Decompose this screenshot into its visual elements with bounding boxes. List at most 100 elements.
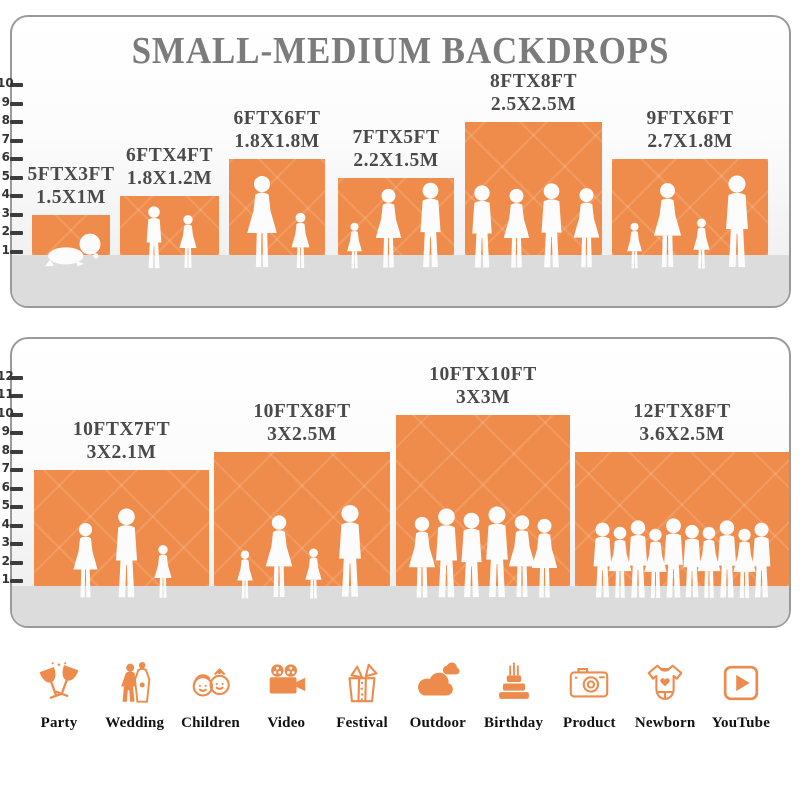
category-label: Product — [562, 715, 616, 731]
people-silhouettes — [396, 506, 570, 600]
person-silhouette-man — [141, 206, 167, 270]
person-silhouette-man — [718, 175, 756, 270]
axis-tick — [10, 560, 23, 565]
axis-tick — [10, 542, 23, 546]
backdrop-bar-6ftx6ft — [229, 159, 325, 255]
category-label: Festival — [336, 715, 388, 731]
person-silhouette-man — [331, 504, 369, 600]
people-silhouettes — [612, 175, 768, 270]
axis-tick-number: 6 — [1, 479, 10, 494]
axis-tick — [10, 175, 23, 180]
axis-tick — [10, 212, 23, 217]
backdrop-bar-10ftx8ft — [214, 451, 390, 587]
person-silhouette-woman — [650, 182, 685, 270]
category-label: Birthday — [484, 715, 544, 731]
person-silhouette-woman — [152, 544, 174, 600]
category-label: Party — [40, 715, 78, 731]
backdrop-bar-6ftx4ft — [120, 196, 219, 255]
axis-tick-number: 11 — [0, 387, 14, 401]
festival-icon — [339, 660, 385, 706]
category-label: Video — [267, 715, 306, 731]
category-item-newborn: Newborn — [628, 660, 702, 732]
axis-tick — [10, 375, 23, 380]
category-item-product: Product — [552, 660, 626, 732]
category-label: Outdoor — [409, 715, 467, 731]
axis-tick — [10, 449, 23, 454]
people-silhouettes — [338, 182, 454, 270]
person-silhouette-man — [413, 182, 448, 270]
backdrop-bar-10ftx10ft — [396, 414, 570, 587]
person-silhouette-woman — [235, 550, 255, 600]
size-meters-text: 3X3M — [455, 386, 510, 408]
backdrop-bar-12ftx8ft — [575, 451, 789, 587]
axis-tick — [10, 486, 23, 491]
size-feet-text: 10FTX10FT — [429, 363, 537, 385]
size-meters-text: 1.5X1M — [36, 186, 106, 208]
product-icon — [566, 660, 612, 706]
backdrop-bar-8ftx8ft — [465, 122, 602, 255]
axis-tick-number: 5 — [1, 168, 10, 183]
person-silhouette-woman — [500, 188, 533, 270]
person-silhouette-baby — [38, 231, 104, 267]
people-silhouettes — [34, 508, 209, 600]
people-silhouettes — [575, 518, 789, 600]
size-feet-text: 10FTX8FT — [253, 400, 351, 422]
wedding-icon — [112, 660, 158, 706]
category-item-youtube: YouTube — [704, 660, 778, 732]
category-label: Children — [181, 715, 240, 731]
person-silhouette-woman — [243, 175, 281, 270]
category-label: Newborn — [634, 715, 696, 731]
axis-tick-number: 9 — [1, 424, 10, 438]
axis-tick — [10, 194, 23, 199]
axis-tick-number: 1 — [1, 243, 10, 257]
axis-tick-number: 2 — [1, 553, 10, 568]
axis-tick — [10, 101, 23, 106]
axis-tick-number: 4 — [1, 187, 10, 202]
axis-tick — [10, 83, 23, 88]
axis-tick-number: 3 — [1, 535, 10, 549]
size-meters-text: 3.6X2.5M — [639, 423, 725, 445]
category-item-festival: Festival — [325, 660, 399, 732]
person-silhouette-woman — [691, 218, 712, 270]
category-item-children: Children — [174, 660, 248, 732]
youtube-icon — [718, 660, 764, 706]
panel-small-medium-bottom: 1 2 3 4 5 6 7 8 9 10 11 12 10FTX7FT 3X2.1M 10FTX8FT 3X2… — [0, 337, 791, 628]
bar-size-label: 5FTX3FT 1.5X1M — [28, 163, 115, 209]
bar-size-label: 10FTX7FT 3X2.1M — [73, 418, 170, 464]
axis-tick — [10, 431, 23, 435]
size-meters-text: 3X2.5M — [267, 423, 337, 445]
person-silhouette-woman — [528, 518, 561, 600]
size-feet-text: 10FTX7FT — [72, 419, 171, 440]
person-silhouette-woman — [177, 214, 199, 270]
size-feet-text: 5FTX3FT — [27, 163, 115, 185]
size-feet-text: 9FTX6FT — [646, 108, 734, 130]
person-silhouette-woman — [570, 187, 603, 270]
axis-tick — [10, 505, 23, 509]
axis-tick — [10, 138, 23, 143]
person-silhouette-woman — [262, 514, 296, 600]
axis-tick-number: 9 — [1, 94, 10, 109]
newborn-icon — [642, 660, 688, 706]
axis-tick-number: 12 — [0, 368, 14, 383]
people-silhouettes — [32, 231, 110, 267]
bar-size-label: 6FTX6FT 1.8X1.8M — [234, 107, 321, 153]
children-icon — [188, 660, 234, 706]
category-item-birthday: Birthday — [477, 660, 551, 732]
axis-tick-number: 7 — [1, 461, 10, 475]
person-silhouette-man — [465, 185, 499, 270]
axis-tick-number: 2 — [1, 224, 10, 239]
axis-tick-number: 1 — [1, 572, 10, 586]
category-label: YouTube — [711, 715, 771, 731]
axis-tick — [10, 250, 23, 254]
person-silhouette-man — [534, 183, 569, 270]
person-silhouette-man — [746, 522, 777, 600]
size-feet-text: 7FTX5FT — [352, 126, 440, 148]
category-row: Party Wedding Children Video Festival Ou… — [0, 660, 800, 732]
axis-tick-number: 5 — [1, 498, 10, 512]
backdrop-bar-10ftx7ft — [34, 470, 209, 586]
size-meters-text: 3X2.1M — [86, 442, 157, 463]
axis-tick — [10, 412, 23, 417]
bar-size-label: 12FTX8FT 3.6X2.5M — [633, 400, 730, 446]
size-meters-text: 2.5X2.5M — [490, 94, 577, 116]
person-silhouette-woman — [289, 212, 312, 270]
